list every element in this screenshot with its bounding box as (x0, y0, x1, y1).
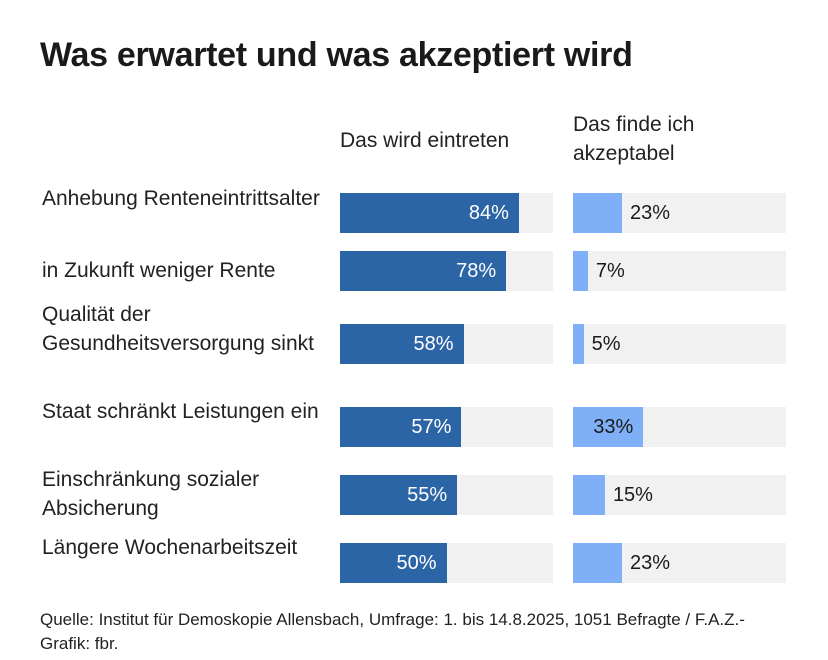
category-label: in Zukunft weniger Rente (42, 259, 276, 282)
bar-track: 55% (340, 475, 553, 515)
bar-track: 58% (340, 324, 553, 364)
bar-akzeptabel (573, 475, 605, 515)
data-label: 15% (612, 484, 653, 506)
bar-akzeptabel (573, 407, 644, 447)
bar-track: 7% (573, 251, 786, 291)
column-header-akzeptabel: Das finde ich akzeptabel (573, 113, 695, 165)
data-label: 78% (456, 260, 497, 282)
data-label: 58% (413, 333, 454, 355)
bar-eintreten (340, 475, 458, 515)
bar-eintreten (340, 251, 507, 291)
bar-track: 33% (573, 407, 786, 447)
bar-akzeptabel (573, 324, 584, 364)
data-label: 23% (629, 202, 671, 224)
bar-track: 50% (340, 543, 553, 583)
bar-track: 23% (573, 543, 786, 583)
data-label: 5% (591, 333, 621, 355)
bar-akzeptabel (573, 543, 622, 583)
bar-track: 23% (573, 193, 786, 233)
chart-title: Was erwartet und was akzeptiert wird (40, 36, 633, 74)
data-label: 84% (468, 202, 509, 224)
data-label: 55% (407, 484, 448, 506)
bar-eintreten (340, 407, 462, 447)
data-label: 50% (396, 552, 437, 574)
data-label: 23% (629, 552, 671, 574)
data-label: 7% (595, 260, 625, 282)
bar-track: 5% (573, 324, 786, 364)
bar-track: 84% (340, 193, 553, 233)
category-label: Staat schränkt Leistungen ein (42, 400, 319, 423)
data-label: 33% (593, 416, 634, 438)
bar-track: 57% (340, 407, 553, 447)
bar-akzeptabel (573, 193, 622, 233)
bar-eintreten (340, 324, 464, 364)
bar-eintreten (340, 543, 447, 583)
source-note: Quelle: Institut für Demoskopie Allensba… (40, 610, 745, 653)
category-label: Anhebung Renteneintrittsalter (42, 187, 320, 210)
column-header-eintreten: Das wird eintreten (340, 129, 510, 152)
data-label: 57% (411, 416, 452, 438)
bar-eintreten (340, 193, 519, 233)
category-label: Längere Wochenarbeitszeit (42, 536, 298, 559)
bar-track: 15% (573, 475, 786, 515)
bar-akzeptabel (573, 251, 588, 291)
bar-track: 78% (340, 251, 553, 291)
category-label: Qualität der Gesundheitsversorgung sinkt (42, 303, 314, 355)
category-label: Einschränkung sozialer Absicherung (42, 468, 260, 520)
